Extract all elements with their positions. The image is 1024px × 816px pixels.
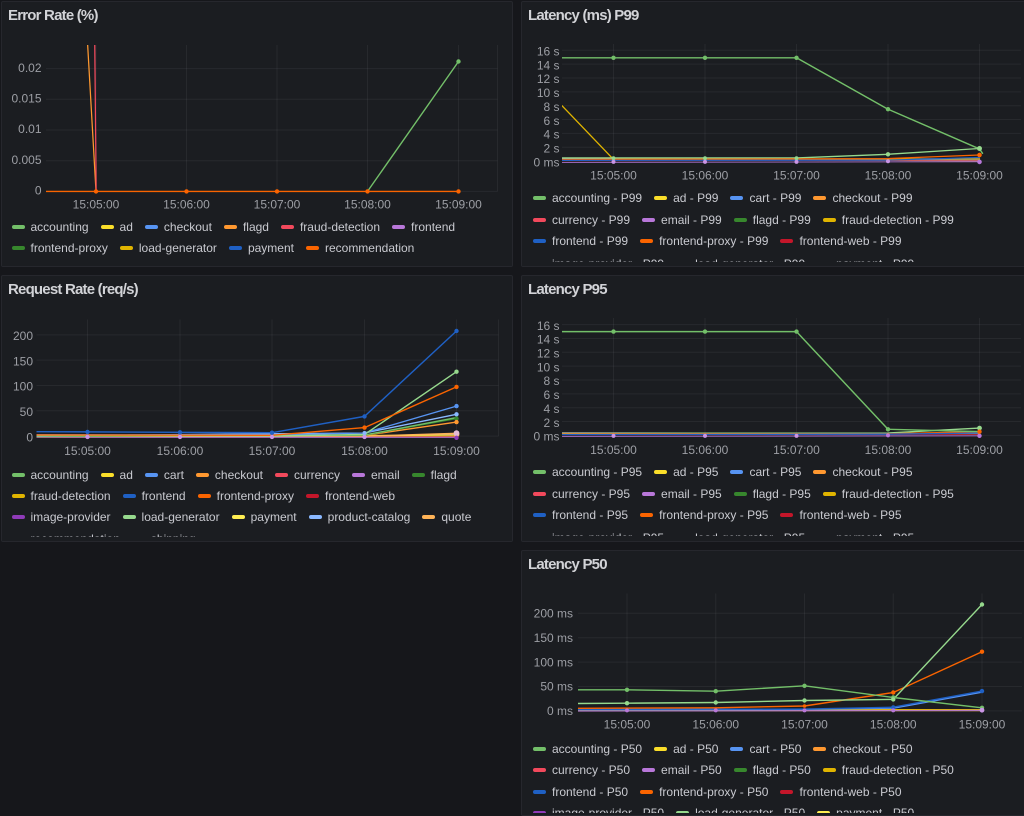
svg-text:4 s: 4 s <box>543 128 559 142</box>
svg-text:6 s: 6 s <box>543 114 559 128</box>
svg-text:15:06:00: 15:06:00 <box>163 197 210 211</box>
svg-text:0: 0 <box>35 184 42 198</box>
svg-text:15:06:00: 15:06:00 <box>692 718 739 732</box>
svg-text:0 ms: 0 ms <box>533 155 559 169</box>
svg-text:2 s: 2 s <box>543 416 559 430</box>
svg-text:15:07:00: 15:07:00 <box>773 169 820 183</box>
svg-text:200 ms: 200 ms <box>533 607 572 621</box>
svg-text:15:07:00: 15:07:00 <box>773 443 820 457</box>
svg-text:0 ms: 0 ms <box>546 704 572 718</box>
svg-text:200: 200 <box>13 329 33 343</box>
svg-text:15:09:00: 15:09:00 <box>433 444 480 458</box>
svg-text:0.015: 0.015 <box>11 92 41 106</box>
svg-text:50 ms: 50 ms <box>540 680 573 694</box>
svg-text:15:06:00: 15:06:00 <box>682 443 729 457</box>
svg-text:12 s: 12 s <box>537 347 560 361</box>
svg-text:15:07:00: 15:07:00 <box>254 197 301 211</box>
svg-text:150: 150 <box>13 354 33 368</box>
svg-text:150 ms: 150 ms <box>533 631 572 645</box>
svg-text:14 s: 14 s <box>537 333 560 347</box>
svg-text:15:08:00: 15:08:00 <box>869 718 916 732</box>
svg-text:15:05:00: 15:05:00 <box>73 197 120 211</box>
svg-text:8 s: 8 s <box>543 374 559 388</box>
svg-text:2 s: 2 s <box>543 141 559 155</box>
svg-text:15:05:00: 15:05:00 <box>590 443 637 457</box>
svg-text:4 s: 4 s <box>543 402 559 416</box>
svg-text:14 s: 14 s <box>537 58 560 72</box>
svg-text:8 s: 8 s <box>543 100 559 114</box>
svg-text:10 s: 10 s <box>537 86 560 100</box>
svg-text:0.005: 0.005 <box>11 153 41 167</box>
svg-text:0 ms: 0 ms <box>533 430 559 444</box>
svg-text:15:06:00: 15:06:00 <box>682 169 729 183</box>
svg-text:10 s: 10 s <box>537 360 560 374</box>
svg-text:16 s: 16 s <box>537 319 560 333</box>
svg-text:100 ms: 100 ms <box>533 655 572 669</box>
svg-text:15:09:00: 15:09:00 <box>956 169 1003 183</box>
svg-text:12 s: 12 s <box>537 72 560 86</box>
svg-text:15:08:00: 15:08:00 <box>865 443 912 457</box>
svg-text:0.02: 0.02 <box>18 61 42 75</box>
svg-text:50: 50 <box>20 404 34 418</box>
svg-text:16 s: 16 s <box>537 45 560 59</box>
svg-text:15:09:00: 15:09:00 <box>435 197 482 211</box>
svg-text:100: 100 <box>13 379 33 393</box>
svg-text:15:08:00: 15:08:00 <box>865 169 912 183</box>
svg-text:6 s: 6 s <box>543 388 559 402</box>
svg-text:15:06:00: 15:06:00 <box>157 444 204 458</box>
svg-text:15:09:00: 15:09:00 <box>956 443 1003 457</box>
svg-text:0: 0 <box>26 430 33 444</box>
svg-text:15:07:00: 15:07:00 <box>781 718 828 732</box>
svg-text:15:09:00: 15:09:00 <box>958 718 1005 732</box>
svg-text:15:05:00: 15:05:00 <box>590 169 637 183</box>
svg-text:15:08:00: 15:08:00 <box>344 197 391 211</box>
svg-text:15:05:00: 15:05:00 <box>64 444 111 458</box>
svg-text:15:08:00: 15:08:00 <box>341 444 388 458</box>
svg-text:15:05:00: 15:05:00 <box>603 718 650 732</box>
svg-text:0.01: 0.01 <box>18 122 42 136</box>
svg-text:15:07:00: 15:07:00 <box>249 444 296 458</box>
